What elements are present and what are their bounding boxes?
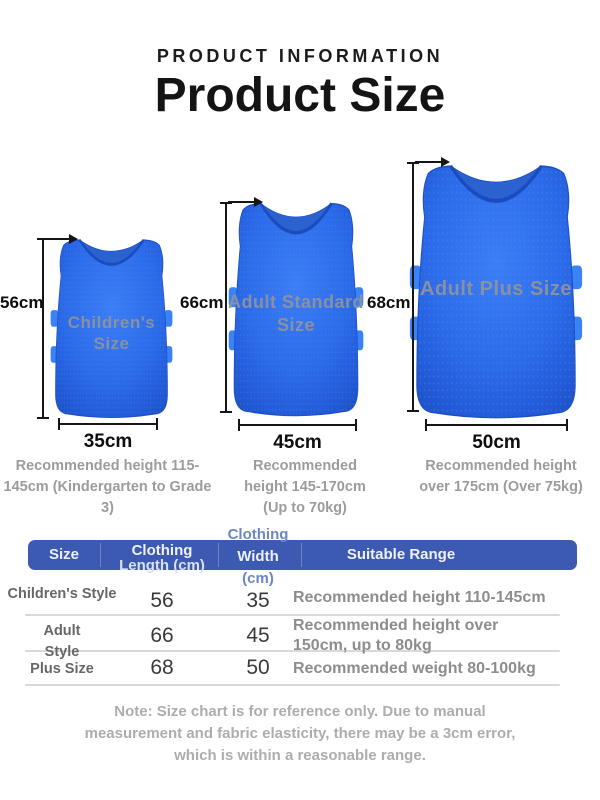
table-row-length: 68	[150, 656, 174, 679]
measure-arrow-icon	[45, 234, 78, 244]
vest-children-graphic	[50, 238, 173, 418]
table-divider	[25, 684, 560, 686]
height-label-adult-plus: 68cm	[367, 293, 411, 312]
table-divider	[25, 614, 560, 616]
table-row-size: Children's Style	[7, 586, 117, 602]
vest-children-overlay-label: Children's Size	[67, 313, 156, 354]
height-measure-line-adult-plus	[407, 162, 419, 412]
table-row-width: 35	[246, 589, 270, 612]
vest-adult-plus-graphic	[409, 164, 583, 419]
column-header-clothing-length-line2: Length (cm)	[119, 557, 205, 574]
height-label-adult-standard: 66cm	[180, 293, 224, 312]
measure-arrow-icon	[228, 197, 263, 207]
table-row-range: Recommended height 110-145cm	[293, 589, 546, 606]
height-measure-line-children	[37, 238, 49, 419]
caption-adult-standard: Recommended height 145-170cm (Up to 70kg…	[244, 458, 366, 516]
table-divider	[25, 650, 560, 652]
height-label-children: 56cm	[0, 293, 44, 312]
width-label-children: 35cm	[83, 431, 133, 452]
table-row-width: 45	[246, 624, 270, 647]
table-row-range: Recommended height over 150cm, up to 80k…	[293, 617, 499, 654]
header-separator	[218, 543, 219, 567]
width-measure-line-adult-plus	[425, 419, 568, 431]
header-separator	[100, 543, 101, 567]
width-measure-line-children	[58, 418, 158, 430]
width-measure-line-adult-standard	[238, 419, 357, 431]
page-title: Product Size	[154, 69, 446, 122]
measure-arrow-icon	[415, 157, 450, 167]
caption-adult-plus: Recommended height over 175cm (Over 75kg…	[419, 458, 583, 495]
table-row-size: Adult Style	[43, 623, 81, 660]
header-separator	[301, 543, 302, 567]
product-information-label: PRODUCT INFORMATION	[156, 46, 444, 66]
column-header-suitable-range: Suitable Range	[346, 546, 456, 563]
table-header-bar	[28, 540, 577, 570]
vest-adult-plus-overlay-label: Adult Plus Size	[420, 278, 572, 300]
width-label-adult-plus: 50cm	[472, 432, 521, 453]
vest-adult-standard-graphic	[228, 202, 364, 417]
table-row-range: Recommended weight 80-100kg	[293, 660, 536, 677]
height-measure-line-adult-standard	[220, 202, 232, 413]
table-row-size: Plus Size	[30, 661, 94, 677]
size-note: Note: Size chart is for reference only. …	[84, 703, 516, 764]
column-header-clothing-width-line2: Width	[237, 548, 279, 565]
column-header-clothing-width: Clothing	[227, 526, 289, 543]
table-row-length: 56	[150, 589, 174, 612]
width-label-adult-standard: 45cm	[273, 432, 322, 453]
table-row-width: 50	[246, 656, 270, 679]
column-header-clothing-length: Clothing	[131, 542, 193, 559]
column-header-clothing-width-line3: (cm)	[242, 570, 274, 587]
table-row-length: 66	[150, 624, 174, 647]
column-header-size: Size	[48, 546, 79, 563]
vest-adult-standard-overlay-label: Adult Standard Size	[228, 292, 364, 335]
caption-children: Recommended height 115-145cm (Kindergart…	[3, 458, 212, 516]
